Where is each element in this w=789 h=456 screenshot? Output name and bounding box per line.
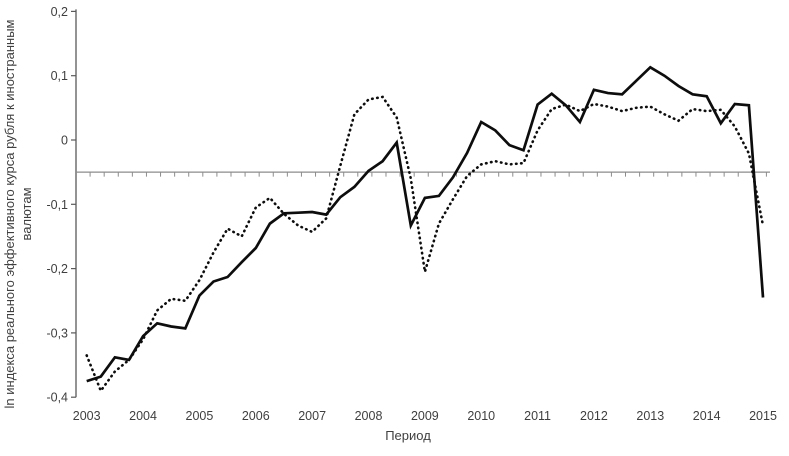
series-dotted (85, 95, 765, 394)
x-axis-title: Период (385, 428, 431, 443)
x-tick-label: 2015 (749, 409, 777, 423)
y-tick-label: 0,1 (51, 69, 68, 83)
y-axis-title-line2: валютам (19, 187, 34, 240)
x-tick-label: 2011 (524, 409, 551, 423)
x-tick-label: 2006 (242, 409, 270, 423)
x-tick-label: 2007 (298, 409, 326, 423)
x-tick-label: 2013 (636, 409, 664, 423)
x-tick-label: 2012 (580, 409, 608, 423)
y-tick-label: -0,2 (46, 262, 68, 276)
series-solid (86, 65, 765, 383)
x-tick-label: 2009 (411, 409, 439, 423)
x-tick-label: 2004 (129, 409, 157, 423)
y-tick-label: 0,2 (51, 5, 68, 19)
y-axis-title-line1: ln индекса реального эффективного курса … (2, 19, 17, 408)
x-tick-label: 2014 (693, 409, 721, 423)
y-tick-label: 0 (61, 134, 68, 148)
x-tick-label: 2010 (467, 409, 495, 423)
x-tick-label: 2005 (186, 409, 214, 423)
x-tick-label: 2003 (73, 409, 101, 423)
x-tick-label: 2008 (355, 409, 383, 423)
y-tick-label: -0,3 (46, 326, 68, 340)
y-tick-label: -0,1 (46, 198, 68, 212)
y-tick-label: -0,4 (46, 391, 68, 405)
